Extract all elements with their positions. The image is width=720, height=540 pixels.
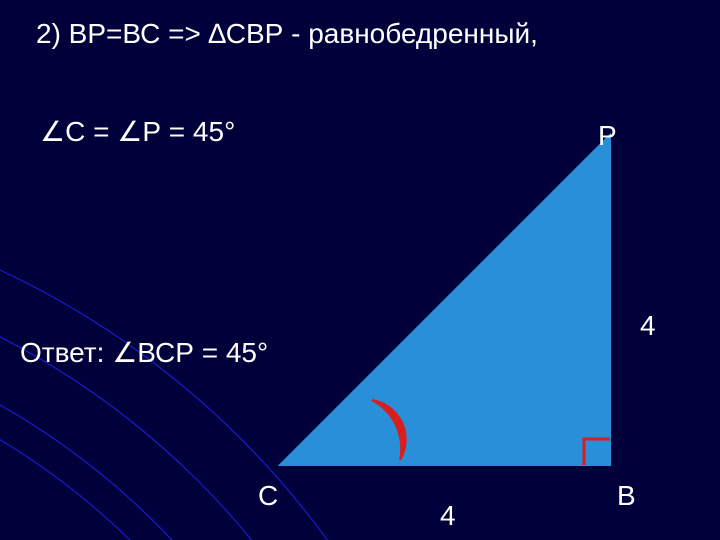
side-label-bp: 4 xyxy=(640,310,656,342)
answer-angle: ∠ВСР = 45° xyxy=(112,337,268,368)
slide-root: 2) ВР=ВС => ∆СВР - равнобедренный, ∠С = … xyxy=(0,0,720,540)
vertex-label-p: Р xyxy=(598,120,617,152)
answer-line: Ответ: ∠ВСР = 45° xyxy=(20,335,270,370)
statement-line-1: 2) ВР=ВС => ∆СВР - равнобедренный, xyxy=(36,18,538,50)
side-label-cb: 4 xyxy=(440,500,456,532)
vertex-label-c: С xyxy=(258,480,278,512)
vertex-label-b: В xyxy=(617,480,636,512)
answer-prefix: Ответ: xyxy=(20,337,112,368)
angles-equality-line: ∠С = ∠Р = 45° xyxy=(40,115,235,148)
slide-svg xyxy=(0,0,720,540)
